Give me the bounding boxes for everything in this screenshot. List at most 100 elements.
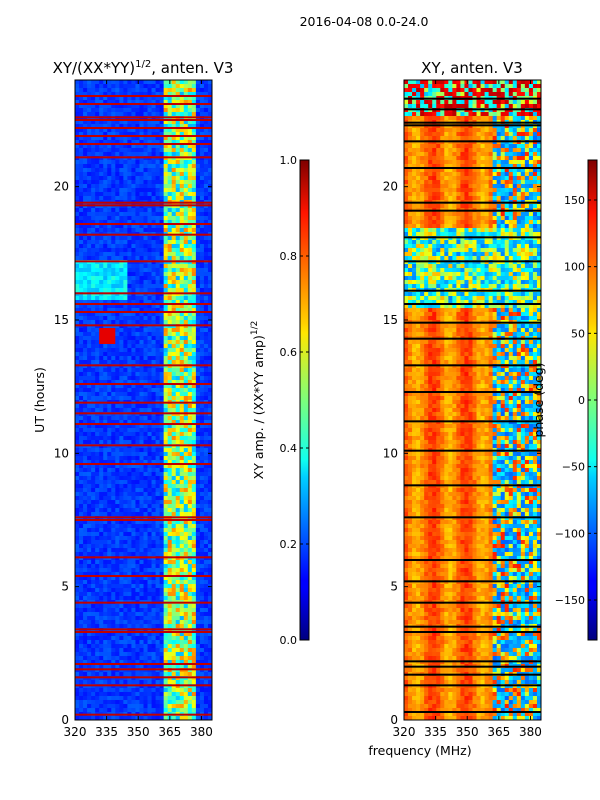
heat-cell — [163, 132, 169, 137]
heat-cell — [143, 480, 148, 485]
heat-cell — [83, 580, 88, 585]
heat-cell — [131, 136, 136, 141]
heat-cell — [187, 664, 193, 669]
heat-cell — [83, 464, 88, 469]
heat-cell — [191, 548, 197, 553]
heat-cell — [139, 564, 144, 569]
heat-cell — [127, 268, 132, 273]
heat-cell — [79, 564, 84, 569]
heat-cell — [91, 588, 96, 593]
heat-cell — [143, 216, 148, 221]
heat-cell — [179, 264, 185, 269]
heat-cell — [159, 456, 165, 461]
heat-cell — [99, 108, 104, 113]
heat-cell — [111, 140, 116, 145]
heat-cell — [87, 168, 92, 173]
heat-cell — [139, 168, 144, 173]
heat-cell — [107, 376, 112, 381]
heat-cell — [87, 452, 92, 457]
heat-cell — [131, 648, 136, 653]
heat-cell — [123, 552, 128, 557]
heat-cell — [167, 196, 173, 201]
heat-cell — [151, 524, 156, 529]
heat-cell — [127, 344, 132, 349]
heat-cell — [103, 304, 108, 309]
heat-cell — [199, 160, 205, 165]
heat-cell — [175, 544, 181, 549]
heat-cell — [151, 572, 156, 577]
heat-cell — [79, 328, 84, 333]
heat-cell — [99, 128, 104, 133]
heat-cell — [191, 360, 197, 365]
heat-cell — [187, 476, 193, 481]
heat-cell — [83, 280, 88, 285]
heat-cell — [79, 360, 84, 365]
heat-cell — [111, 416, 116, 421]
heat-cell — [143, 608, 148, 613]
heat-cell — [131, 624, 136, 629]
heat-cell — [167, 664, 173, 669]
heat-cell — [183, 492, 189, 497]
heat-cell — [107, 488, 112, 493]
heat-cell — [207, 344, 213, 349]
heat-cell — [107, 380, 112, 385]
heat-cell — [119, 588, 124, 593]
heat-cell — [107, 336, 112, 341]
heat-cell — [75, 488, 80, 493]
heat-cell — [151, 640, 156, 645]
heat-cell — [147, 664, 152, 669]
heat-cell — [167, 372, 173, 377]
heat-cell — [87, 492, 92, 497]
heat-cell — [151, 100, 156, 105]
heat-cell — [99, 420, 104, 425]
heat-cell — [99, 256, 104, 261]
heat-cell — [123, 328, 128, 333]
heat-cell — [107, 164, 112, 169]
heat-cell — [123, 376, 128, 381]
heat-cell — [147, 296, 152, 301]
heat-cell — [155, 580, 161, 585]
heat-cell — [87, 304, 92, 309]
heat-cell — [171, 592, 177, 597]
heat-cell — [143, 144, 148, 149]
heat-cell — [75, 472, 80, 477]
heat-cell — [159, 536, 165, 541]
heat-cell — [99, 308, 104, 313]
heat-cell — [83, 384, 88, 389]
heat-cell — [135, 224, 140, 229]
heat-cell — [151, 552, 156, 557]
heat-cell — [135, 408, 140, 413]
heat-cell — [151, 332, 156, 337]
heat-cell — [207, 268, 213, 273]
heat-cell — [191, 288, 197, 293]
heat-cell — [79, 560, 84, 565]
heat-cell — [103, 100, 108, 105]
heat-cell — [175, 168, 181, 173]
heat-cell — [107, 308, 112, 313]
heat-cell — [95, 224, 100, 229]
heat-cell — [191, 588, 197, 593]
heat-cell — [195, 468, 201, 473]
heat-cell — [119, 88, 124, 93]
heat-cell — [191, 208, 197, 213]
heat-cell — [79, 144, 84, 149]
heat-cell — [203, 588, 209, 593]
heat-cell — [111, 432, 116, 437]
heat-cell — [143, 268, 148, 273]
heat-cell — [183, 464, 189, 469]
heat-cell — [147, 440, 152, 445]
heat-cell — [79, 424, 84, 429]
heat-cell — [199, 128, 205, 133]
heat-cell — [127, 492, 132, 497]
heat-cell — [203, 332, 209, 337]
heat-cell — [107, 460, 112, 465]
heat-cell — [139, 320, 144, 325]
heat-cell — [175, 296, 181, 301]
heat-cell — [103, 428, 108, 433]
heat-cell — [155, 624, 161, 629]
heat-cell — [191, 328, 197, 333]
heat-cell — [143, 212, 148, 217]
heat-cell — [155, 336, 161, 341]
heat-cell — [171, 380, 177, 385]
heat-cell — [127, 388, 132, 393]
